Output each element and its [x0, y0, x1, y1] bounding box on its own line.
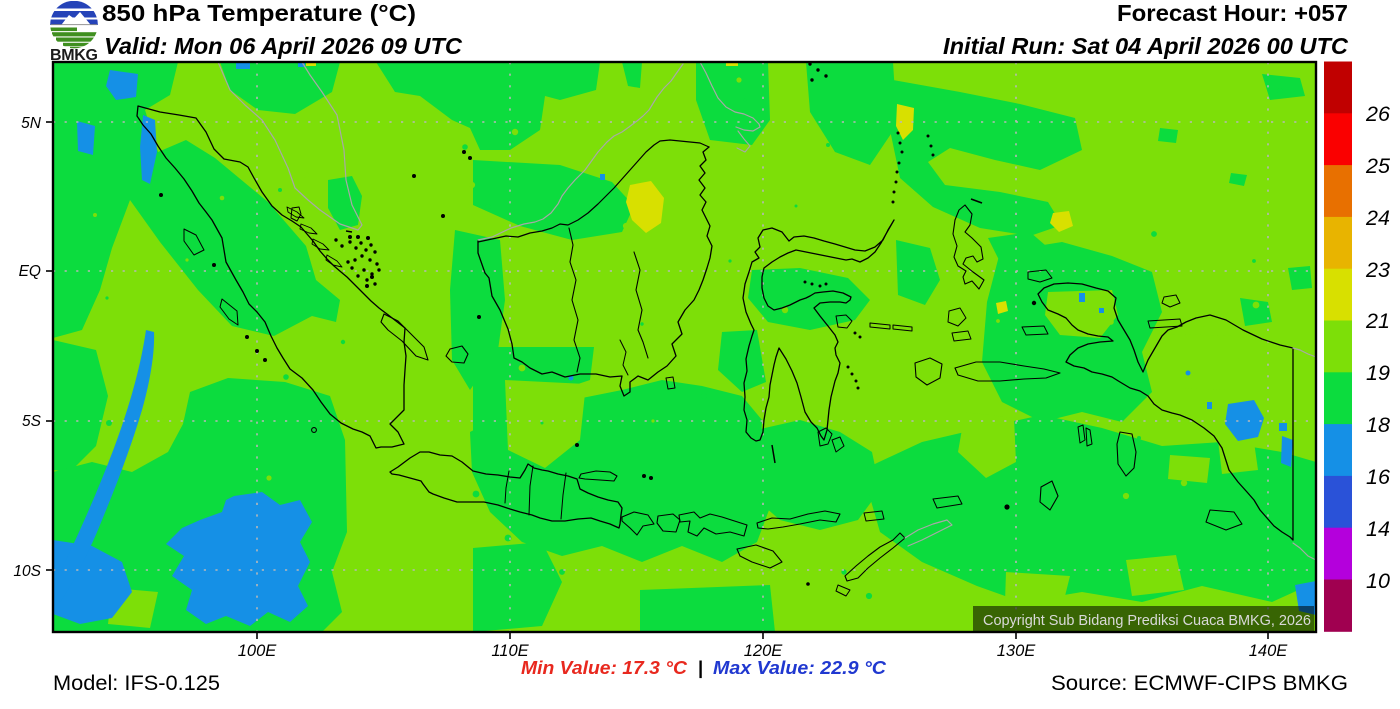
svg-text:140E: 140E	[1249, 642, 1289, 660]
svg-text:Copyright Sub Bidang Prediksi: Copyright Sub Bidang Prediksi Cuaca BMKG…	[983, 613, 1311, 629]
svg-text:130E: 130E	[997, 642, 1037, 660]
svg-text:Forecast Hour: +057: Forecast Hour: +057	[1117, 0, 1348, 26]
svg-text:5S: 5S	[22, 413, 42, 430]
svg-text:18: 18	[1366, 413, 1390, 437]
svg-text:BMKG: BMKG	[50, 47, 98, 64]
svg-text:850 hPa Temperature (°C): 850 hPa Temperature (°C)	[102, 0, 416, 26]
svg-text:26: 26	[1365, 102, 1390, 126]
svg-text:14: 14	[1366, 517, 1390, 541]
svg-text:24: 24	[1365, 206, 1390, 230]
svg-text:25: 25	[1365, 154, 1391, 178]
svg-text:Min Value: 17.3 °C: Min Value: 17.3 °C	[521, 657, 688, 678]
svg-text:Source: ECMWF-CIPS BMKG: Source: ECMWF-CIPS BMKG	[1051, 671, 1348, 695]
svg-text:110E: 110E	[491, 642, 529, 660]
svg-text:100E: 100E	[238, 642, 278, 660]
svg-text:23: 23	[1365, 258, 1390, 282]
svg-text:Initial Run: Sat 04 April 2026: Initial Run: Sat 04 April 2026 00 UTC	[943, 33, 1349, 59]
svg-text:21: 21	[1365, 309, 1390, 333]
svg-text:Model: IFS-0.125: Model: IFS-0.125	[53, 671, 220, 695]
svg-text:|: |	[698, 657, 703, 678]
svg-text:Valid: Mon 06 April 2026 09 UT: Valid: Mon 06 April 2026 09 UTC	[104, 33, 463, 59]
svg-text:5N: 5N	[21, 115, 42, 132]
svg-text:16: 16	[1366, 465, 1390, 489]
svg-text:10: 10	[1366, 569, 1390, 593]
svg-text:19: 19	[1366, 361, 1390, 385]
svg-text:120E: 120E	[744, 642, 784, 660]
svg-text:EQ: EQ	[19, 263, 41, 280]
svg-text:Max Value: 22.9 °C: Max Value: 22.9 °C	[713, 657, 887, 678]
svg-text:10S: 10S	[13, 563, 41, 580]
